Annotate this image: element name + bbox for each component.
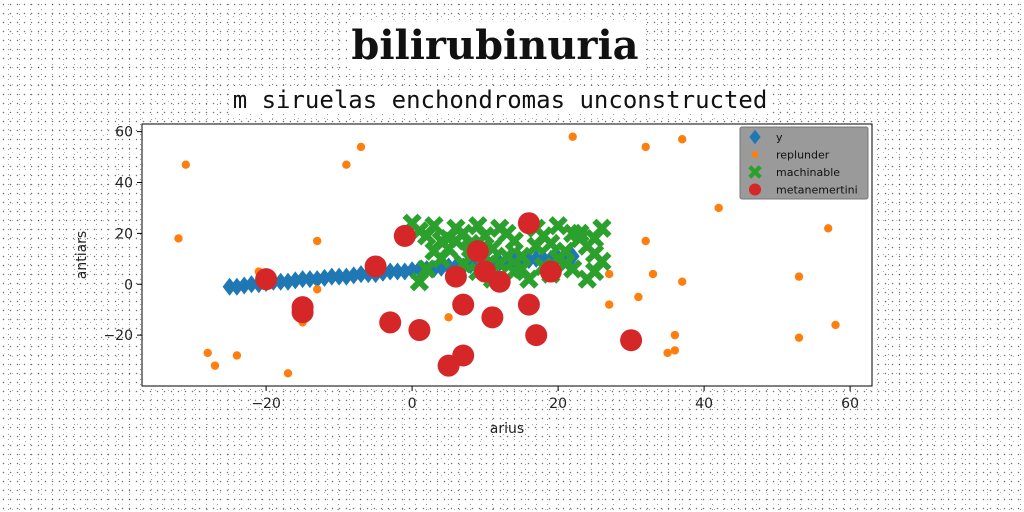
point-y [354, 265, 368, 284]
y-tick-label: −20 [103, 328, 133, 344]
point-machinable [541, 233, 561, 254]
x-tick-label: 0 [408, 396, 417, 412]
legend-label: y [776, 131, 783, 144]
point-metanemertini [517, 212, 540, 235]
chart-subtitle: m siruelas enchondromas unconstructed [230, 86, 770, 114]
y-tick-label: 60 [115, 125, 133, 141]
point-machinable [548, 216, 568, 236]
point-machinable [511, 259, 532, 279]
point-machinable [504, 231, 524, 251]
legend-marker-y [749, 129, 761, 145]
x-tick-label: 20 [549, 396, 567, 412]
point-metanemertini [364, 255, 387, 278]
point-metanemertini [393, 224, 416, 247]
point-y [383, 262, 398, 281]
legend-label: machinable [776, 166, 840, 179]
series-replunder [174, 132, 840, 378]
point-replunder [444, 313, 453, 322]
point-machinable [424, 216, 444, 236]
point-metanemertini [452, 344, 475, 367]
point-replunder [641, 236, 650, 246]
point-metanemertini [444, 265, 467, 288]
point-replunder [605, 300, 614, 309]
point-y [332, 267, 347, 286]
x-axis-label: arius [490, 421, 524, 437]
legend: y replunder machinable metanemertini [739, 126, 869, 200]
y-tick-label: 0 [124, 277, 133, 293]
point-machinable [424, 241, 444, 261]
point-metanemertini [620, 329, 643, 352]
point-replunder [648, 269, 658, 279]
point-y [390, 262, 405, 281]
point-replunder [663, 348, 672, 358]
point-replunder [605, 269, 614, 279]
point-replunder [678, 135, 687, 144]
point-replunder [678, 277, 687, 286]
point-machinable [577, 269, 597, 289]
point-machinable [438, 228, 459, 249]
point-replunder [794, 272, 804, 281]
point-y [295, 270, 310, 289]
point-machinable [584, 228, 605, 249]
point-replunder [356, 142, 366, 152]
point-metanemertini [517, 293, 540, 316]
y-tick-label: 20 [115, 226, 133, 242]
point-replunder [634, 292, 643, 302]
point-machinable [497, 246, 517, 266]
chart-title: bilirubinuria [347, 22, 643, 69]
point-y [273, 272, 288, 291]
x-tick-label: 40 [695, 396, 713, 412]
point-metanemertini [481, 306, 504, 329]
point-replunder [313, 285, 322, 294]
point-metanemertini [255, 268, 278, 291]
legend-marker-machinable [748, 165, 762, 179]
legend-label: replunder [776, 149, 830, 162]
point-metanemertini [408, 319, 431, 342]
point-replunder [232, 351, 242, 360]
legend-marker-replunder [751, 151, 759, 158]
legend-label: metanemertini [776, 184, 858, 197]
point-metanemertini [525, 324, 548, 347]
y-axis-label: antiars [74, 231, 90, 279]
point-replunder [210, 361, 220, 370]
point-metanemertini [488, 270, 511, 293]
point-replunder [670, 346, 680, 355]
series-metanemertini [255, 212, 643, 377]
point-replunder [174, 234, 183, 243]
y-tick-label: 40 [115, 176, 133, 192]
x-tick-label: −20 [251, 396, 281, 412]
point-machinable [409, 272, 430, 292]
plot-frame [141, 123, 873, 387]
point-replunder [641, 142, 650, 152]
point-machinable [526, 236, 546, 256]
point-metanemertini [539, 260, 562, 283]
point-metanemertini [466, 240, 489, 263]
point-replunder [313, 236, 322, 246]
point-replunder [670, 330, 680, 340]
point-metanemertini [379, 311, 402, 334]
x-tick-label: 60 [841, 396, 859, 412]
point-metanemertini [452, 293, 475, 316]
point-replunder [342, 160, 351, 169]
point-replunder [203, 348, 212, 358]
point-y [324, 267, 339, 286]
point-y [222, 277, 237, 296]
point-replunder [181, 160, 190, 169]
point-machinable [417, 259, 437, 279]
point-replunder [831, 320, 840, 330]
point-machinable [570, 223, 590, 244]
point-replunder [794, 333, 804, 342]
legend-box [739, 126, 869, 200]
point-replunder [568, 132, 577, 141]
point-replunder [714, 203, 723, 213]
point-replunder [283, 369, 293, 378]
point-y [244, 275, 259, 294]
point-replunder [824, 224, 833, 233]
legend-marker-metanemertini [748, 183, 762, 196]
point-metanemertini [291, 301, 314, 324]
point-y [302, 270, 317, 289]
